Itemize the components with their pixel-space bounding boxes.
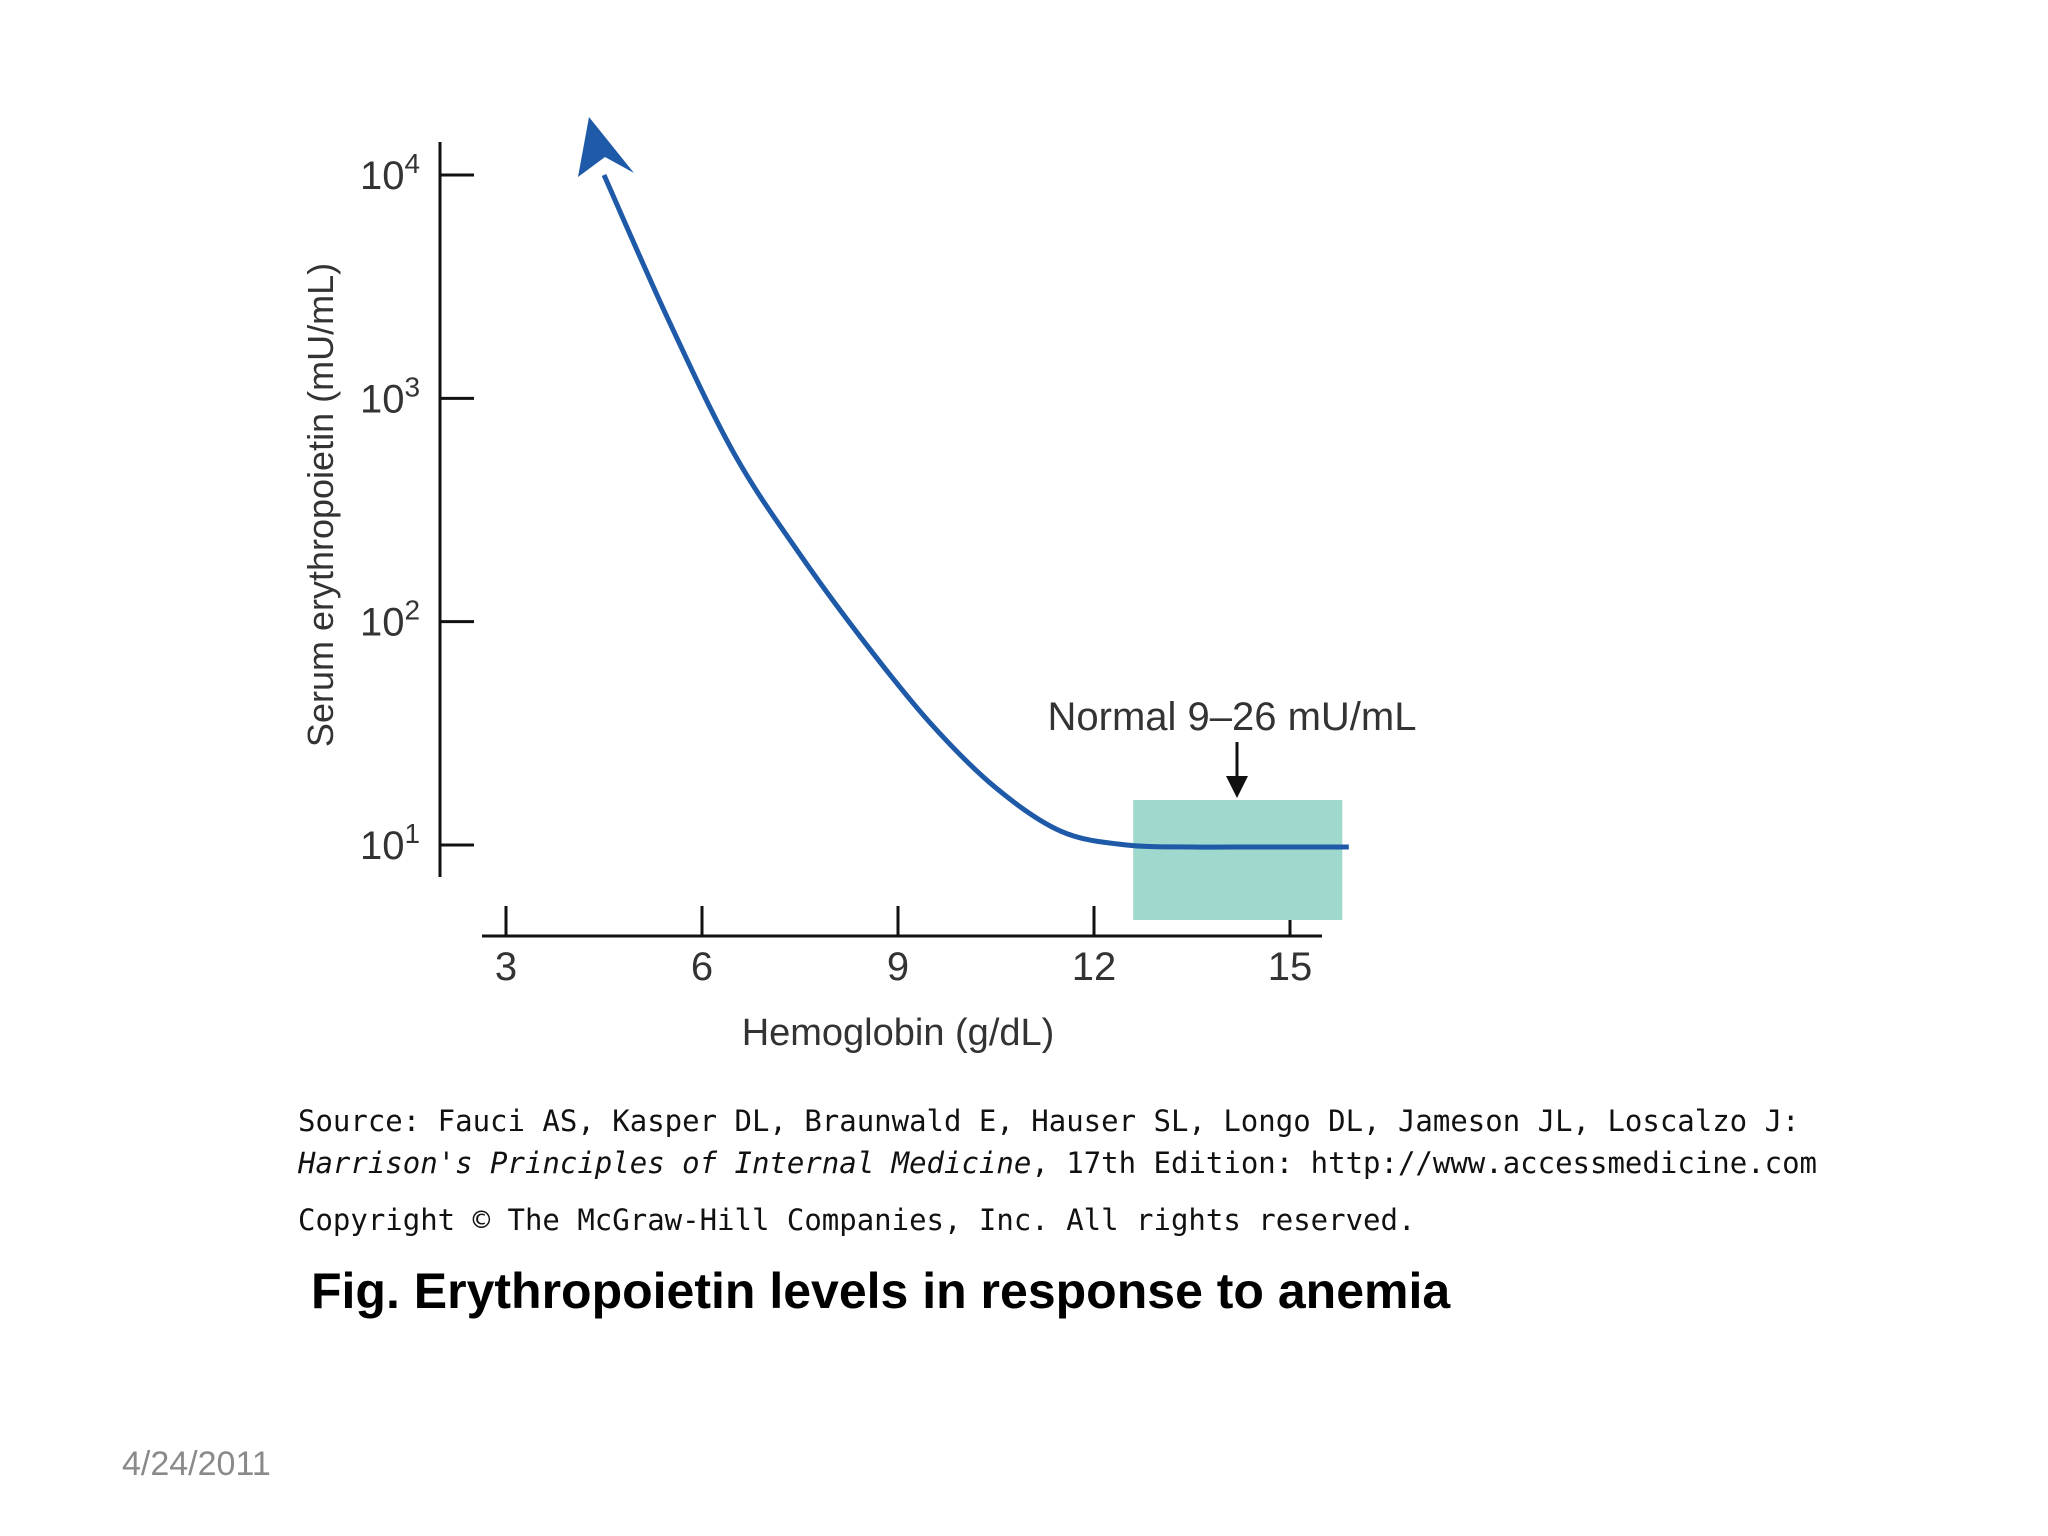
source-line-1: Source: Fauci AS, Kasper DL, Braunwald E…	[298, 1104, 1800, 1138]
x-tick-label: 15	[1268, 945, 1313, 989]
y-tick-label: 104	[360, 148, 420, 198]
copyright-notice: Copyright © The McGraw-Hill Companies, I…	[298, 1203, 1416, 1237]
x-tick-label: 9	[887, 945, 909, 989]
x-tick-label: 6	[691, 945, 713, 989]
y-axis-label: Serum erythropoietin (mU/mL)	[300, 263, 341, 747]
y-axis: 101 102 103 104	[360, 142, 474, 877]
x-axis: 3 6 9 12 15	[482, 906, 1322, 989]
y-tick-label: 101	[360, 818, 420, 868]
source-citation: Source: Fauci AS, Kasper DL, Braunwald E…	[298, 1100, 1898, 1184]
x-tick-label: 12	[1072, 945, 1117, 989]
source-edition-url: , 17th Edition: http://www.accessmedicin…	[1031, 1146, 1817, 1180]
normal-range-box	[1133, 800, 1343, 920]
x-tick-label: 3	[495, 945, 517, 989]
y-tick-label: 102	[360, 595, 420, 645]
plot-area: Normal 9–26 mU/mL	[578, 117, 1417, 920]
curve-arrowhead	[578, 117, 634, 177]
source-line-2: Harrison's Principles of Internal Medici…	[298, 1142, 1898, 1184]
x-axis-label: Hemoglobin (g/dL)	[742, 1012, 1055, 1054]
figure-caption: Fig. Erythropoietin levels in response t…	[311, 1263, 1451, 1319]
y-tick-label: 103	[360, 371, 420, 421]
normal-range-label: Normal 9–26 mU/mL	[1047, 695, 1416, 739]
source-book-title: Harrison's Principles of Internal Medici…	[298, 1146, 1032, 1180]
curve-line	[601, 173, 1349, 850]
slide-date: 4/24/2011	[122, 1445, 271, 1483]
normal-range-arrow-head	[1226, 776, 1248, 798]
